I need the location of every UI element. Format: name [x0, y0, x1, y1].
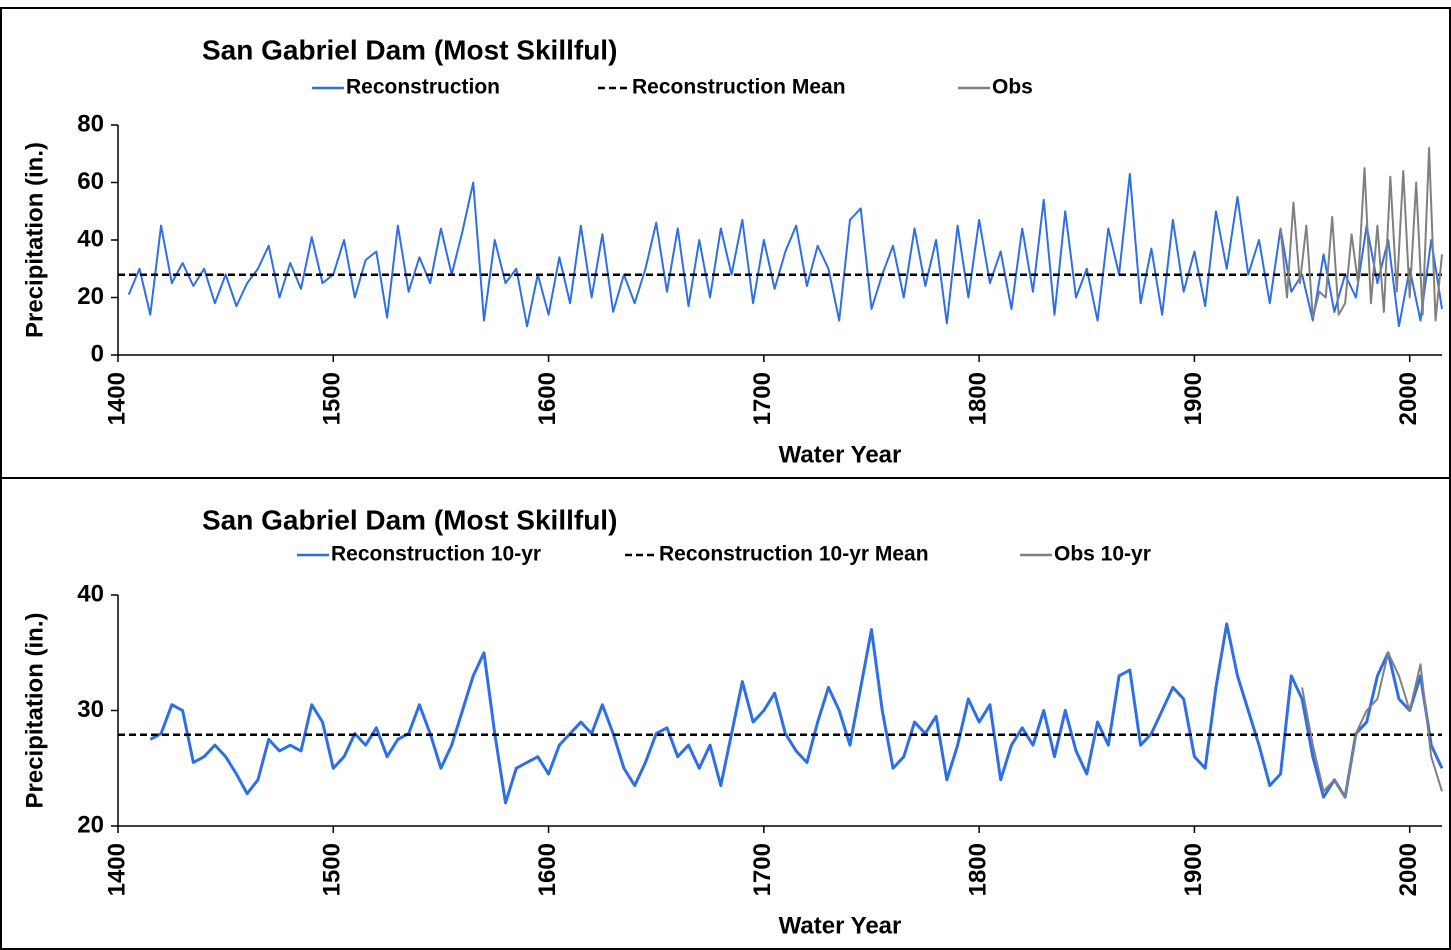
x-tick-label: 1700 [749, 843, 776, 896]
series-line [1301, 651, 1443, 799]
x-axis-title: Water Year [779, 441, 902, 468]
legend-label: Reconstruction 10-yr Mean [659, 543, 929, 566]
x-tick-label: 1700 [749, 372, 776, 425]
panel-frame [0, 477, 1451, 950]
y-tick-label: 40 [77, 225, 104, 252]
y-tick-label: 60 [77, 168, 104, 195]
series-line [1279, 147, 1443, 322]
y-tick-label: 20 [77, 283, 104, 310]
x-axis-title: Water Year [779, 912, 902, 939]
x-tick-label: 1400 [103, 372, 130, 425]
y-tick-label: 80 [77, 110, 104, 137]
chart-title: San Gabriel Dam (Most Skillful) [202, 34, 617, 65]
series-line [127, 172, 1443, 328]
legend-label: Obs 10-yr [1054, 543, 1151, 566]
legend-label: Reconstruction Mean [632, 76, 846, 99]
series-line [149, 622, 1444, 805]
y-tick-label: 40 [77, 580, 104, 607]
legend-label: Obs [992, 76, 1033, 99]
x-tick-label: 2000 [1395, 843, 1422, 896]
x-tick-label: 1400 [103, 843, 130, 896]
x-tick-label: 1600 [534, 372, 561, 425]
legend-label: Reconstruction [346, 76, 500, 99]
x-tick-label: 1600 [534, 843, 561, 896]
x-tick-label: 2000 [1395, 372, 1422, 425]
chart-title: San Gabriel Dam (Most Skillful) [202, 504, 617, 535]
y-tick-label: 30 [77, 696, 104, 723]
x-tick-label: 1900 [1180, 843, 1207, 896]
y-tick-label: 0 [91, 340, 104, 367]
y-tick-label: 20 [77, 811, 104, 838]
y-axis-title: Precipitation (in.) [21, 142, 48, 338]
x-tick-label: 1500 [319, 843, 346, 896]
x-tick-label: 1800 [964, 372, 991, 425]
x-tick-label: 1900 [1180, 372, 1207, 425]
x-tick-label: 1500 [319, 372, 346, 425]
x-tick-label: 1800 [964, 843, 991, 896]
legend-label: Reconstruction 10-yr [331, 543, 541, 566]
y-axis-title: Precipitation (in.) [21, 612, 48, 808]
